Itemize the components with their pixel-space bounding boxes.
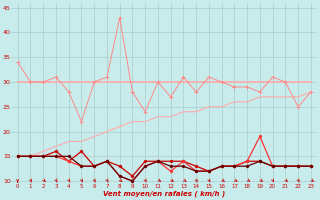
X-axis label: Vent moyen/en rafales ( km/h ): Vent moyen/en rafales ( km/h ) [103, 191, 225, 197]
